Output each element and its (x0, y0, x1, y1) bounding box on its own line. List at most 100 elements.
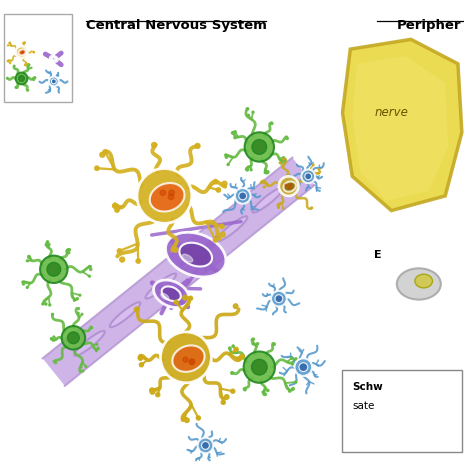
Circle shape (82, 370, 84, 372)
Circle shape (51, 79, 56, 84)
Circle shape (89, 275, 91, 277)
Polygon shape (186, 216, 243, 271)
Circle shape (182, 416, 186, 420)
Ellipse shape (415, 274, 432, 288)
Circle shape (62, 326, 85, 349)
Circle shape (78, 308, 80, 310)
Circle shape (28, 90, 29, 91)
Circle shape (221, 401, 225, 404)
Ellipse shape (146, 273, 176, 299)
Circle shape (42, 303, 44, 305)
Circle shape (228, 347, 231, 349)
Circle shape (239, 192, 246, 200)
Circle shape (97, 347, 99, 349)
Circle shape (14, 65, 15, 66)
Circle shape (283, 208, 284, 209)
Polygon shape (43, 158, 314, 386)
Ellipse shape (150, 183, 184, 211)
Circle shape (267, 171, 269, 173)
Circle shape (247, 166, 249, 168)
Circle shape (244, 352, 275, 383)
Circle shape (173, 247, 178, 252)
Circle shape (28, 256, 30, 258)
Circle shape (184, 418, 189, 422)
Ellipse shape (173, 346, 205, 372)
Circle shape (168, 194, 174, 200)
Circle shape (231, 372, 233, 374)
Circle shape (220, 224, 224, 228)
Circle shape (100, 152, 105, 157)
Polygon shape (257, 158, 314, 213)
Circle shape (220, 232, 225, 237)
Circle shape (81, 313, 83, 315)
Circle shape (46, 241, 49, 243)
Circle shape (45, 303, 47, 305)
Circle shape (16, 46, 27, 58)
Circle shape (252, 343, 254, 345)
Circle shape (45, 244, 47, 246)
Circle shape (115, 208, 119, 212)
Ellipse shape (50, 56, 57, 62)
Circle shape (234, 131, 236, 133)
Circle shape (279, 162, 281, 164)
Circle shape (266, 172, 268, 174)
Circle shape (96, 350, 97, 352)
Ellipse shape (181, 245, 212, 270)
Circle shape (112, 203, 117, 208)
Circle shape (222, 181, 227, 186)
Circle shape (227, 164, 229, 165)
Text: nerve: nerve (374, 106, 408, 119)
Circle shape (231, 389, 235, 393)
Circle shape (156, 392, 160, 397)
Circle shape (120, 257, 125, 262)
Circle shape (8, 45, 9, 46)
Circle shape (252, 338, 255, 340)
Polygon shape (43, 330, 100, 385)
Circle shape (264, 393, 266, 395)
Circle shape (234, 137, 236, 139)
Circle shape (289, 390, 291, 392)
Circle shape (16, 87, 17, 88)
Circle shape (40, 255, 67, 283)
Circle shape (245, 132, 274, 162)
Circle shape (216, 188, 220, 192)
Circle shape (25, 64, 27, 66)
Circle shape (305, 173, 312, 180)
Circle shape (35, 77, 36, 78)
Circle shape (264, 172, 266, 173)
Circle shape (283, 157, 284, 159)
Circle shape (278, 205, 279, 207)
Ellipse shape (179, 243, 212, 266)
Circle shape (230, 352, 233, 354)
Circle shape (318, 169, 320, 171)
Circle shape (252, 359, 267, 375)
Circle shape (23, 51, 24, 52)
Circle shape (262, 391, 264, 393)
Circle shape (53, 339, 54, 341)
Circle shape (275, 295, 283, 302)
Circle shape (183, 357, 188, 362)
Circle shape (68, 252, 70, 254)
Polygon shape (221, 187, 278, 242)
Circle shape (79, 294, 81, 296)
Circle shape (67, 332, 79, 344)
Circle shape (53, 336, 55, 337)
Circle shape (134, 307, 139, 312)
Circle shape (189, 296, 192, 301)
Circle shape (16, 87, 17, 88)
Ellipse shape (52, 57, 56, 60)
Circle shape (113, 203, 118, 209)
FancyBboxPatch shape (343, 370, 462, 452)
Circle shape (291, 357, 293, 359)
Circle shape (174, 300, 178, 304)
Circle shape (18, 75, 25, 82)
Circle shape (77, 312, 79, 314)
Circle shape (271, 122, 273, 125)
Circle shape (48, 244, 50, 246)
Circle shape (234, 347, 238, 351)
Circle shape (294, 381, 297, 383)
Circle shape (263, 186, 265, 188)
Circle shape (17, 87, 18, 88)
Circle shape (49, 304, 51, 306)
Circle shape (35, 78, 36, 79)
